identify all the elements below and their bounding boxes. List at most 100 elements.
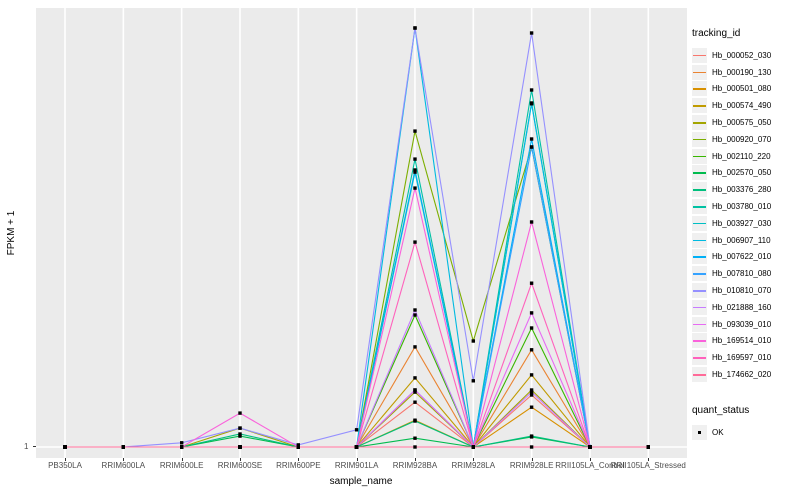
legend-label: Hb_003376_280 <box>712 185 772 195</box>
point-marker <box>238 432 242 436</box>
point-marker <box>471 445 475 449</box>
point-marker <box>529 88 534 92</box>
legend2-entries: OK <box>692 424 798 441</box>
point-marker <box>413 129 417 133</box>
x-tick-mark <box>65 458 66 461</box>
legend-label: Hb_000920_070 <box>712 134 772 144</box>
legend-key-line-icon <box>692 232 707 248</box>
x-tick-label-RRIM928LE: RRIM928LE <box>509 461 554 470</box>
y-axis-title: FPKM + 1 <box>6 210 17 256</box>
x-tick-mark <box>181 458 183 461</box>
point-marker <box>413 240 417 244</box>
x-tick-label-RRIM600LE: RRIM600LE <box>159 461 204 470</box>
legend-label: Hb_000574_490 <box>712 101 772 111</box>
point-marker <box>529 434 534 438</box>
x-tick-mark <box>239 458 241 461</box>
legend-entry-Hb_007622_010: Hb_007622_010 <box>692 249 798 266</box>
legend-label: Hb_002110_220 <box>712 151 771 161</box>
x-tick-label-RRIM928LA: RRIM928LA <box>451 461 496 470</box>
point-marker <box>471 339 475 343</box>
point-marker <box>238 434 242 438</box>
point-marker <box>63 445 67 449</box>
legend-entry-Hb_174662_020: Hb_174662_020 <box>692 366 798 383</box>
legend-label: Hb_169597_010 <box>712 353 772 363</box>
legend-tracking-id: tracking_id Hb_000052_030 Hb_000190_130 Hb… <box>692 28 798 383</box>
legend-label: Hb_093039_010 <box>712 319 772 329</box>
point-marker <box>180 441 184 445</box>
x-tick-mark <box>298 458 300 461</box>
x-tick-mark <box>648 458 650 461</box>
legend-entry-Hb_000190_130: Hb_000190_130 <box>692 64 798 81</box>
x-tick-label-RRIM600LA: RRIM600LA <box>101 461 146 470</box>
legend-entry-Hb_093039_010: Hb_093039_010 <box>692 316 798 333</box>
point-marker <box>413 376 417 380</box>
legend-label: Hb_021888_160 <box>712 302 772 312</box>
point-marker <box>413 308 417 312</box>
legend-label: Hb_000575_050 <box>712 118 772 128</box>
point-marker <box>121 445 125 449</box>
legend-entry-Hb_002570_050: Hb_002570_050 <box>692 165 798 182</box>
x-tick-mark <box>414 458 416 461</box>
legend-key-line-icon <box>692 98 707 114</box>
legend-key-line-icon <box>692 199 707 215</box>
legend-entry-Hb_000052_030: Hb_000052_030 <box>692 47 798 64</box>
point-marker <box>296 445 300 449</box>
legend-label: Hb_007622_010 <box>712 252 772 262</box>
plot-panel <box>36 8 687 458</box>
legend-entry-Hb_007810_080: Hb_007810_080 <box>692 265 798 282</box>
legend-entry-Hb_003780_010: Hb_003780_010 <box>692 198 798 215</box>
point-marker <box>413 388 417 392</box>
point-marker <box>529 137 534 141</box>
legend-label: Hb_002570_050 <box>712 168 772 178</box>
legend-label: OK <box>712 427 724 437</box>
x-tick-mark <box>123 458 125 461</box>
x-tick-label-PB350LA: PB350LA <box>48 461 82 470</box>
point-marker <box>529 281 534 285</box>
x-tick-label-RRII105LA_Control: RRII105LA_Control <box>555 461 625 470</box>
point-marker <box>180 445 184 449</box>
legend-label: Hb_174662_020 <box>712 370 772 380</box>
point-marker <box>238 426 242 430</box>
point-marker <box>529 390 534 394</box>
y-tick-mark <box>33 446 36 447</box>
x-tick-mark <box>473 458 475 461</box>
legend-entry-Hb_000920_070: Hb_000920_070 <box>692 131 798 148</box>
legend-label: Hb_000190_130 <box>712 67 772 77</box>
legend2-title: quant_status <box>692 405 750 416</box>
point-marker <box>529 348 534 352</box>
legend-key-line-icon <box>692 283 707 299</box>
point-marker <box>296 443 300 447</box>
legend-entry-Hb_003376_280: Hb_003376_280 <box>692 181 798 198</box>
legend-quant-status: quant_status OK <box>692 405 798 441</box>
legend-key-line-icon <box>692 47 707 63</box>
legend-key-line-icon <box>692 215 707 231</box>
legend-title: tracking_id <box>692 28 741 39</box>
legend-entry-Hb_021888_160: Hb_021888_160 <box>692 299 798 316</box>
point-marker <box>413 157 417 161</box>
point-marker <box>413 436 417 440</box>
legend-entry-Hb_003927_030: Hb_003927_030 <box>692 215 798 232</box>
point-marker <box>529 145 534 149</box>
legend-entry-Hb_010810_070: Hb_010810_070 <box>692 282 798 299</box>
legend-key-line-icon <box>692 131 707 147</box>
point-marker <box>529 102 534 106</box>
point-marker <box>529 393 534 397</box>
legend-entry-Hb_000501_080: Hb_000501_080 <box>692 81 798 98</box>
x-tick-label-RRII105LA_Stressed: RRII105LA_Stressed <box>610 461 686 470</box>
x-tick-label-RRIM901LA: RRIM901LA <box>334 461 379 470</box>
x-tick-label-RRIM600PE: RRIM600PE <box>276 461 321 470</box>
legend-entry-Hb_169597_010: Hb_169597_010 <box>692 349 798 366</box>
line-chart <box>36 8 687 458</box>
point-marker <box>529 388 534 392</box>
point-marker <box>413 186 417 190</box>
legend-label: Hb_000052_030 <box>712 50 772 60</box>
legend-key-square-icon <box>692 424 707 440</box>
legend-label: Hb_007810_080 <box>712 269 772 279</box>
point-marker <box>413 170 417 174</box>
x-tick-mark <box>589 458 591 461</box>
legend-label: Hb_010810_070 <box>712 286 772 296</box>
point-marker <box>529 326 534 330</box>
point-marker <box>354 445 359 449</box>
x-tick-mark <box>356 458 358 461</box>
point-marker <box>529 311 534 315</box>
